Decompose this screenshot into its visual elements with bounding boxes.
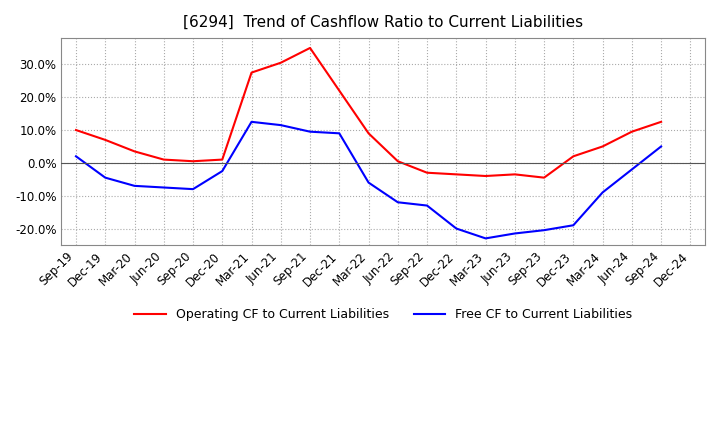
Free CF to Current Liabilities <box>598 190 607 195</box>
Free CF to Current Liabilities <box>569 223 577 228</box>
Free CF to Current Liabilities <box>247 119 256 125</box>
Free CF to Current Liabilities <box>657 144 665 149</box>
Free CF to Current Liabilities <box>394 200 402 205</box>
Operating CF to Current Liabilities <box>598 144 607 149</box>
Operating CF to Current Liabilities <box>276 60 285 66</box>
Line: Free CF to Current Liabilities: Free CF to Current Liabilities <box>76 122 661 238</box>
Operating CF to Current Liabilities <box>218 157 227 162</box>
Free CF to Current Liabilities <box>364 180 373 185</box>
Free CF to Current Liabilities <box>628 167 636 172</box>
Free CF to Current Liabilities <box>306 129 315 134</box>
Operating CF to Current Liabilities <box>657 119 665 125</box>
Free CF to Current Liabilities <box>335 131 343 136</box>
Free CF to Current Liabilities <box>481 236 490 241</box>
Operating CF to Current Liabilities <box>306 45 315 51</box>
Free CF to Current Liabilities <box>72 154 81 159</box>
Free CF to Current Liabilities <box>452 226 461 231</box>
Free CF to Current Liabilities <box>218 169 227 174</box>
Operating CF to Current Liabilities <box>101 137 109 143</box>
Title: [6294]  Trend of Cashflow Ratio to Current Liabilities: [6294] Trend of Cashflow Ratio to Curren… <box>183 15 583 30</box>
Operating CF to Current Liabilities <box>540 175 549 180</box>
Operating CF to Current Liabilities <box>159 157 168 162</box>
Free CF to Current Liabilities <box>276 122 285 128</box>
Line: Operating CF to Current Liabilities: Operating CF to Current Liabilities <box>76 48 661 178</box>
Operating CF to Current Liabilities <box>394 158 402 164</box>
Operating CF to Current Liabilities <box>628 129 636 134</box>
Operating CF to Current Liabilities <box>247 70 256 75</box>
Free CF to Current Liabilities <box>540 227 549 233</box>
Operating CF to Current Liabilities <box>72 128 81 133</box>
Free CF to Current Liabilities <box>101 175 109 180</box>
Free CF to Current Liabilities <box>189 187 197 192</box>
Free CF to Current Liabilities <box>130 183 139 188</box>
Operating CF to Current Liabilities <box>189 158 197 164</box>
Free CF to Current Liabilities <box>423 203 431 208</box>
Operating CF to Current Liabilities <box>569 154 577 159</box>
Operating CF to Current Liabilities <box>335 88 343 93</box>
Operating CF to Current Liabilities <box>130 149 139 154</box>
Free CF to Current Liabilities <box>510 231 519 236</box>
Free CF to Current Liabilities <box>159 185 168 190</box>
Operating CF to Current Liabilities <box>481 173 490 179</box>
Operating CF to Current Liabilities <box>423 170 431 176</box>
Operating CF to Current Liabilities <box>452 172 461 177</box>
Operating CF to Current Liabilities <box>364 131 373 136</box>
Operating CF to Current Liabilities <box>510 172 519 177</box>
Legend: Operating CF to Current Liabilities, Free CF to Current Liabilities: Operating CF to Current Liabilities, Fre… <box>130 303 637 326</box>
